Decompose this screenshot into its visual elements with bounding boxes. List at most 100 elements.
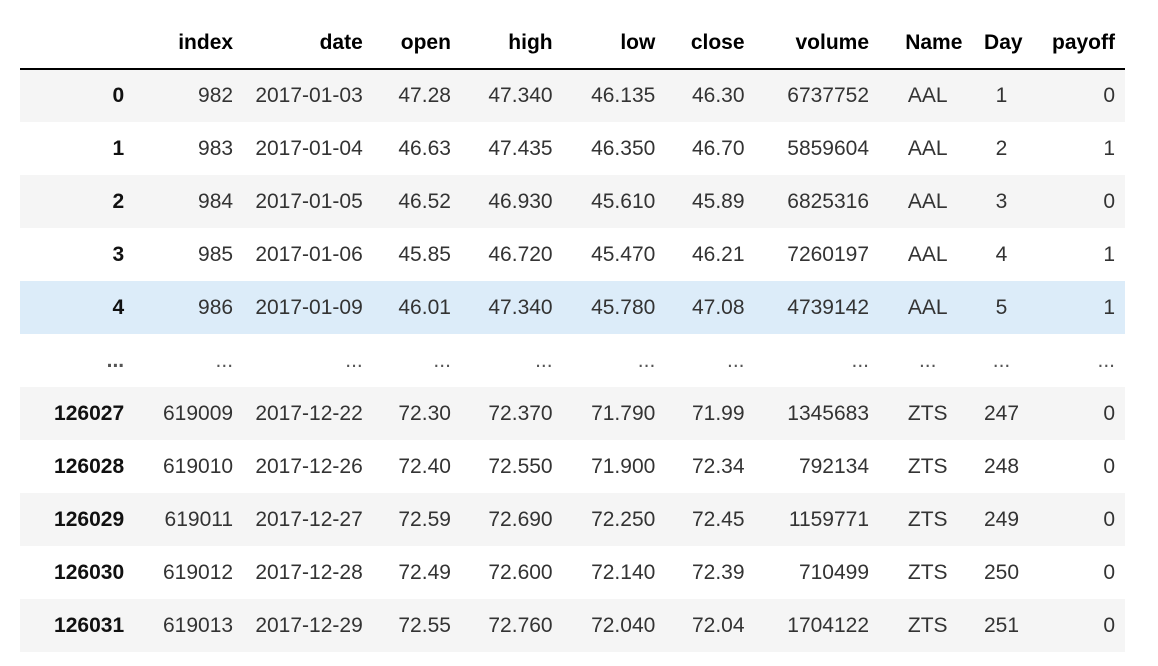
cell-volume: 6737752 — [787, 84, 870, 107]
cell-day: 2 — [995, 136, 1008, 160]
cell-low: 45.470 — [591, 242, 656, 266]
cell-index: 985 — [198, 242, 234, 266]
cell-payoff: 0 — [1103, 401, 1115, 425]
dataframe-output: index date open high low close volume Na… — [20, 18, 1125, 652]
cell-high: 47.340 — [488, 295, 553, 319]
cell-high: 47.435 — [488, 136, 553, 160]
cell-open: 45.85 — [398, 242, 451, 266]
table-row: 126029 619011 2017-12-27 72.59 72.690 72.250 7… — [20, 493, 1125, 546]
cell-open: 72.30 — [398, 401, 451, 425]
row-label: 0 — [112, 84, 125, 107]
cell-low: 71.900 — [591, 454, 656, 478]
cell-date: 2017-12-28 — [255, 560, 363, 584]
table-row: ................................. — [20, 334, 1125, 387]
table-row: 126027 619009 2017-12-22 72.30 72.370 71.790 7… — [20, 387, 1125, 440]
cell-payoff: 1 — [1103, 242, 1115, 266]
cell-low: 72.140 — [591, 560, 656, 584]
cell-payoff: 0 — [1103, 189, 1115, 213]
cell-payoff: 1 — [1103, 295, 1115, 319]
cell-name: ... — [918, 348, 937, 372]
cell-date: 2017-12-26 — [255, 454, 363, 478]
cell-open: 72.49 — [398, 560, 451, 584]
cell-date: 2017-01-04 — [255, 136, 363, 160]
cell-close: 47.08 — [691, 295, 745, 319]
cell-volume: 6825316 — [787, 189, 870, 213]
row-label: 4 — [112, 295, 125, 319]
header-volume: volume — [754, 18, 880, 70]
cell-low: 46.135 — [591, 84, 656, 107]
row-label: 2 — [112, 189, 125, 213]
cell-day: 249 — [983, 507, 1020, 531]
cell-open: 46.63 — [398, 136, 451, 160]
cell-low: 45.780 — [591, 295, 656, 319]
cell-index: 619010 — [162, 454, 234, 478]
cell-close: 45.89 — [691, 189, 745, 213]
cell-date: 2017-01-06 — [255, 242, 363, 266]
header-name: Name — [879, 18, 973, 70]
table-row: 126028 619010 2017-12-26 72.40 72.550 71.900 7… — [20, 440, 1125, 493]
cell-high: 47.340 — [488, 84, 553, 107]
cell-payoff: 0 — [1103, 613, 1115, 637]
cell-name: ZTS — [907, 560, 948, 584]
cell-index: 619009 — [162, 401, 234, 425]
cell-open: 46.52 — [398, 189, 451, 213]
cell-volume: 710499 — [798, 560, 870, 584]
cell-day: 248 — [983, 454, 1020, 478]
cell-day: 1 — [995, 84, 1008, 107]
table-row: 2 984 2017-01-05 46.52 46.930 45.610 45.89 6825… — [20, 175, 1125, 228]
cell-volume: 1345683 — [787, 401, 870, 425]
cell-high: 72.550 — [488, 454, 553, 478]
cell-date: 2017-01-09 — [255, 295, 363, 319]
table-row: 126031 619013 2017-12-29 72.55 72.760 72.040 7… — [20, 599, 1125, 652]
cell-day: ... — [992, 348, 1011, 372]
table-row: 3 985 2017-01-06 45.85 46.720 45.470 46.21 7260… — [20, 228, 1125, 281]
cell-close: ... — [727, 348, 745, 372]
cell-close: 72.45 — [691, 507, 745, 531]
cell-open: 46.01 — [398, 295, 451, 319]
cell-name: AAL — [907, 136, 948, 160]
row-label: 126031 — [54, 613, 125, 637]
table-header: index date open high low close volume Na… — [20, 18, 1125, 70]
cell-payoff: 0 — [1103, 84, 1115, 107]
cell-date: 2017-01-03 — [255, 84, 363, 107]
header-open: open — [372, 18, 461, 70]
cell-date: 2017-12-22 — [255, 401, 363, 425]
cell-low: 72.040 — [591, 613, 656, 637]
cell-volume: 7260197 — [787, 242, 870, 266]
cell-day: 247 — [983, 401, 1020, 425]
cell-name: AAL — [907, 242, 948, 266]
cell-payoff: 1 — [1103, 136, 1115, 160]
cell-low: ... — [637, 348, 656, 372]
cell-volume: ... — [851, 348, 870, 372]
cell-payoff: 0 — [1103, 454, 1115, 478]
cell-index: 984 — [198, 189, 234, 213]
cell-close: 46.70 — [691, 136, 745, 160]
cell-high: 72.690 — [488, 507, 553, 531]
header-row-index — [20, 18, 135, 70]
cell-name: ZTS — [907, 401, 948, 425]
cell-index: ... — [215, 348, 234, 372]
table-row: 0 982 2017-01-03 47.28 47.340 46.135 46.30 6737… — [20, 69, 1125, 122]
cell-volume: 4739142 — [787, 295, 870, 319]
table-body: 0 982 2017-01-03 47.28 47.340 46.135 46.30 6737… — [20, 69, 1125, 652]
dataframe-table: index date open high low close volume Na… — [20, 18, 1125, 652]
row-label: 126027 — [54, 401, 125, 425]
cell-close: 46.30 — [691, 84, 745, 107]
cell-index: 983 — [198, 136, 234, 160]
cell-index: 619011 — [164, 507, 234, 531]
cell-name: AAL — [907, 84, 948, 107]
cell-volume: 1704122 — [787, 613, 870, 637]
row-label: 126028 — [54, 454, 125, 478]
cell-date: 2017-12-29 — [255, 613, 363, 637]
cell-day: 5 — [995, 295, 1008, 319]
header-day: Day — [972, 18, 1033, 70]
table-row: 1 983 2017-01-04 46.63 47.435 46.350 46.70 5859… — [20, 122, 1125, 175]
cell-name: ZTS — [907, 507, 948, 531]
cell-high: ... — [535, 348, 553, 372]
cell-open: 72.40 — [398, 454, 451, 478]
header-low: low — [562, 18, 666, 70]
header-date: date — [243, 18, 373, 70]
row-label: 126029 — [54, 507, 125, 531]
header-index: index — [134, 18, 244, 70]
cell-open: 72.59 — [398, 507, 451, 531]
